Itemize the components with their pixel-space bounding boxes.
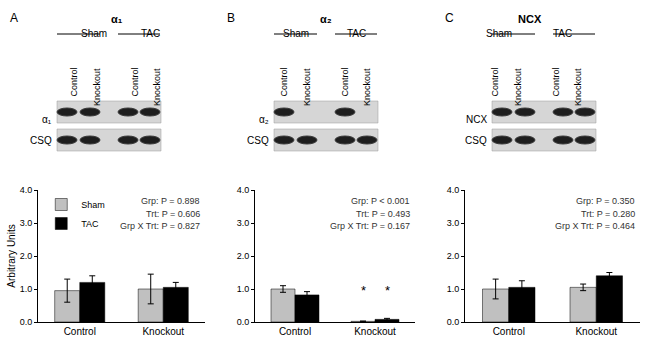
svg-text:Trt: P = 0.280: Trt: P = 0.280 bbox=[581, 209, 635, 219]
svg-text:C: C bbox=[445, 11, 454, 25]
svg-text:2.0: 2.0 bbox=[447, 251, 460, 261]
svg-text:1.0: 1.0 bbox=[447, 284, 460, 294]
svg-text:Trt: P = 0.606: Trt: P = 0.606 bbox=[146, 209, 200, 219]
svg-text:Knockout: Knockout bbox=[152, 68, 162, 106]
svg-text:Control: Control bbox=[279, 67, 289, 96]
svg-text:Arbitrary Units: Arbitrary Units bbox=[6, 224, 17, 287]
svg-text:CSQ: CSQ bbox=[30, 135, 52, 146]
svg-text:TAC: TAC bbox=[81, 219, 99, 229]
svg-text:Grp: P < 0.001: Grp: P < 0.001 bbox=[351, 196, 410, 206]
svg-text:Sham: Sham bbox=[81, 200, 105, 210]
svg-text:0.0: 0.0 bbox=[20, 317, 33, 327]
svg-text:3.0: 3.0 bbox=[237, 218, 250, 228]
svg-text:1.0: 1.0 bbox=[20, 284, 33, 294]
svg-text:Trt: P = 0.493: Trt: P = 0.493 bbox=[356, 209, 410, 219]
svg-text:Knockout: Knockout bbox=[92, 68, 102, 106]
svg-text:Control: Control bbox=[551, 67, 561, 96]
svg-text:Control: Control bbox=[493, 326, 525, 337]
svg-text:Knockout: Knockout bbox=[573, 68, 583, 106]
svg-text:0.0: 0.0 bbox=[447, 317, 460, 327]
svg-text:α₂: α₂ bbox=[259, 114, 269, 125]
svg-text:Control: Control bbox=[130, 67, 140, 96]
svg-text:TAC: TAC bbox=[347, 28, 366, 39]
svg-text:Knockout: Knockout bbox=[575, 326, 617, 337]
svg-text:*: * bbox=[361, 283, 366, 298]
svg-text:Grp: P = 0.898: Grp: P = 0.898 bbox=[141, 196, 200, 206]
svg-text:3.0: 3.0 bbox=[447, 218, 460, 228]
svg-text:α₂: α₂ bbox=[320, 13, 332, 25]
svg-text:α₁: α₁ bbox=[42, 114, 52, 125]
svg-text:TAC: TAC bbox=[141, 28, 160, 39]
svg-text:4.0: 4.0 bbox=[237, 185, 250, 195]
svg-text:CSQ: CSQ bbox=[247, 135, 269, 146]
svg-text:Knockout: Knockout bbox=[513, 68, 523, 106]
svg-text:Knockout: Knockout bbox=[142, 326, 184, 337]
svg-text:4.0: 4.0 bbox=[447, 185, 460, 195]
svg-text:*: * bbox=[385, 283, 390, 298]
svg-text:Grp: P = 0.350: Grp: P = 0.350 bbox=[576, 196, 635, 206]
svg-text:TAC: TAC bbox=[553, 28, 572, 39]
svg-text:NCX: NCX bbox=[518, 13, 542, 25]
svg-text:2.0: 2.0 bbox=[20, 251, 33, 261]
svg-text:Knockout: Knockout bbox=[354, 326, 396, 337]
svg-text:A: A bbox=[10, 11, 18, 25]
svg-text:Knockout: Knockout bbox=[302, 68, 312, 106]
svg-text:Knockout: Knockout bbox=[362, 68, 372, 106]
svg-text:Sham: Sham bbox=[283, 28, 309, 39]
svg-text:B: B bbox=[227, 11, 235, 25]
svg-text:Control: Control bbox=[69, 67, 79, 96]
svg-text:CSQ: CSQ bbox=[465, 135, 487, 146]
svg-text:Grp X Trt: P = 0.827: Grp X Trt: P = 0.827 bbox=[120, 221, 200, 231]
svg-text:3.0: 3.0 bbox=[20, 218, 33, 228]
svg-text:Grp X Trt: P = 0.167: Grp X Trt: P = 0.167 bbox=[330, 221, 410, 231]
svg-text:Sham: Sham bbox=[486, 28, 512, 39]
svg-text:Control: Control bbox=[64, 326, 96, 337]
svg-text:Grp X Trt: P = 0.464: Grp X Trt: P = 0.464 bbox=[555, 221, 635, 231]
svg-text:Control: Control bbox=[279, 326, 311, 337]
svg-text:Control: Control bbox=[340, 67, 350, 96]
svg-text:1.0: 1.0 bbox=[237, 284, 250, 294]
svg-text:Sham: Sham bbox=[81, 28, 107, 39]
svg-text:0.0: 0.0 bbox=[237, 317, 250, 327]
svg-text:2.0: 2.0 bbox=[237, 251, 250, 261]
svg-text:NCX: NCX bbox=[466, 114, 487, 125]
svg-text:α₁: α₁ bbox=[111, 13, 123, 25]
svg-text:Control: Control bbox=[490, 67, 500, 96]
svg-text:4.0: 4.0 bbox=[20, 185, 33, 195]
